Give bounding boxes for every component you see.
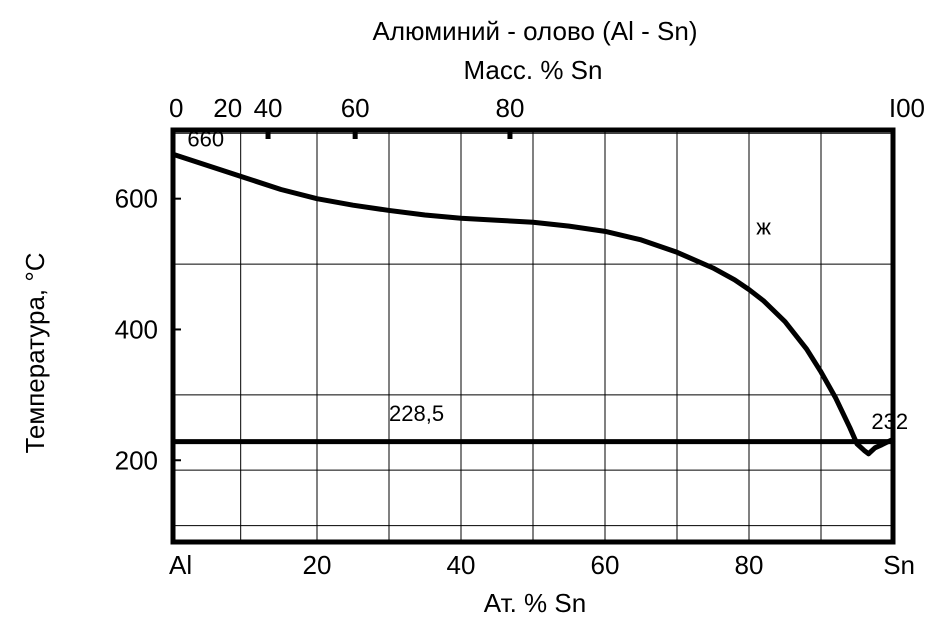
chart-title: Алюминий - олово (Al - Sn): [373, 16, 698, 46]
grid-lines: [173, 130, 893, 542]
tick-labels: Al 20 40 60 80 Sn 0 20 40 60 80 I00 200 400 600: [115, 93, 925, 580]
x-tick-label: 60: [591, 550, 620, 580]
top-tick-label: I00: [889, 93, 925, 123]
y-tick-label: 400: [115, 314, 158, 344]
x-tick-label: 20: [303, 550, 332, 580]
top-tick-label: 60: [341, 93, 370, 123]
axes: [170, 127, 896, 545]
top-tick-label: 80: [495, 93, 524, 123]
annotations: 660 ж 228,5 232: [187, 126, 908, 434]
series-lines: [170, 151, 896, 457]
top-tick-label: 0: [169, 93, 183, 123]
x-tick-label: Sn: [883, 550, 915, 580]
y-tick-label: 600: [115, 184, 158, 214]
top-tick-label: 20: [213, 93, 242, 123]
annotation-label: 228,5: [389, 401, 444, 426]
plot-frame: [170, 127, 896, 545]
annotation-label: 232: [871, 409, 908, 434]
y-axis-label: Температура, °C: [20, 252, 50, 453]
annotation-label: 660: [187, 126, 224, 151]
x-tick-label: 40: [447, 550, 476, 580]
series-line-liquidus: [170, 151, 872, 457]
top-axis-label: Масс. % Sn: [463, 55, 602, 85]
x-tick-label: 80: [735, 550, 764, 580]
y-tick-label: 200: [115, 445, 158, 475]
annotation-label: ж: [756, 215, 771, 240]
x-tick-label: Al: [169, 550, 192, 580]
x-axis-label: Ат. % Sn: [484, 588, 586, 618]
top-tick-label: 40: [254, 93, 283, 123]
